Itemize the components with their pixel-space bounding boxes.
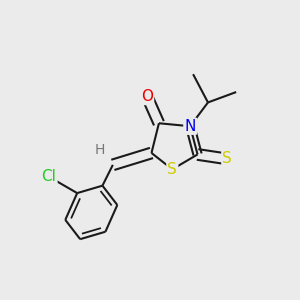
Text: Cl: Cl bbox=[41, 169, 56, 184]
Text: O: O bbox=[141, 89, 153, 104]
Text: H: H bbox=[94, 143, 105, 157]
Text: N: N bbox=[184, 119, 196, 134]
Text: S: S bbox=[222, 152, 232, 166]
Text: S: S bbox=[167, 162, 177, 177]
